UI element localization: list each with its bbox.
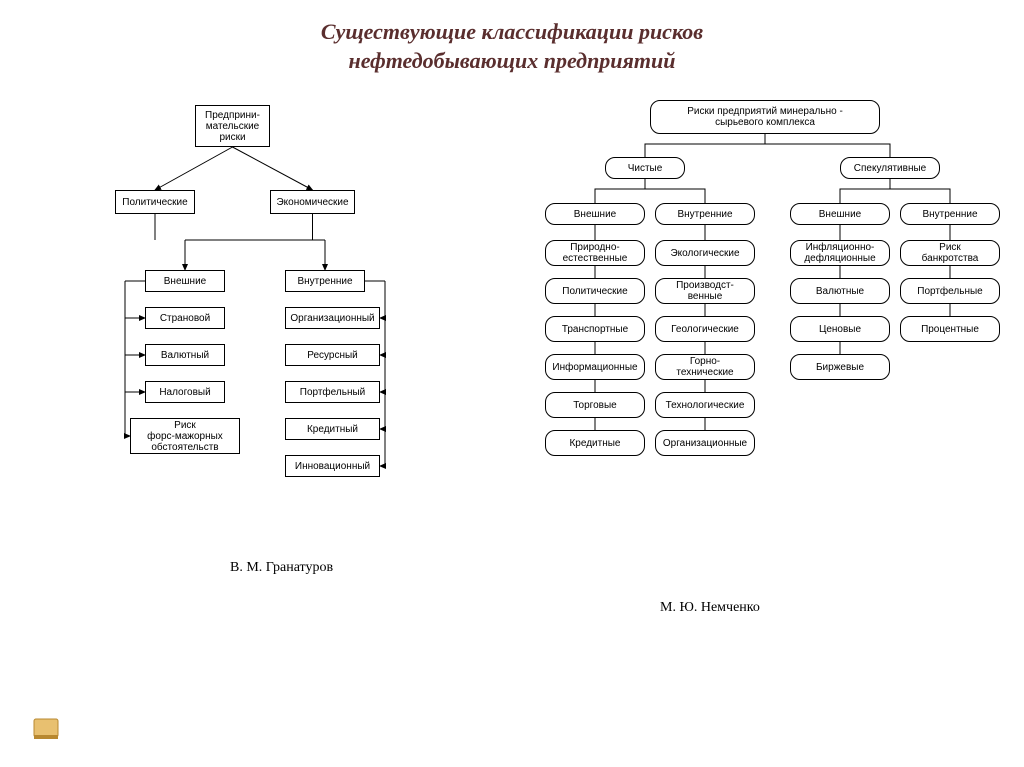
right-col0-header: Внешние [545,203,645,225]
left-branch-political: Политические [115,190,195,214]
right-col1-item-4: Технологические [655,392,755,418]
logo-icon [30,713,62,745]
left-int-item-4: Инновационный [285,455,380,477]
left-int-item-1: Ресурсный [285,344,380,366]
right-col0-item-0: Природно-естественные [545,240,645,266]
left-ext-item-0: Страновой [145,307,225,329]
left-int-item-3: Кредитный [285,418,380,440]
right-branch-speculative: Спекулятивные [840,157,940,179]
left-col-header-external: Внешние [145,270,225,292]
right-col1-item-1: Производст-венные [655,278,755,304]
right-col2-header: Внешние [790,203,890,225]
title-line2: нефтедобывающих предприятий [349,48,676,73]
right-col1-header: Внутренние [655,203,755,225]
right-col1-item-5: Организационные [655,430,755,456]
right-col2-item-1: Валютные [790,278,890,304]
left-root: Предприни-мательскиериски [195,105,270,147]
right-col3-item-2: Процентные [900,316,1000,342]
right-col0-item-1: Политические [545,278,645,304]
right-col1-item-2: Геологические [655,316,755,342]
left-int-item-0: Организационный [285,307,380,329]
left-ext-item-1: Валютный [145,344,225,366]
diagram-area: Предприни-мательскиериски Политические Эко… [0,95,1024,595]
right-col2-item-2: Ценовые [790,316,890,342]
right-col0-item-5: Кредитные [545,430,645,456]
right-col3-item-1: Портфельные [900,278,1000,304]
right-col2-item-0: Инфляционно-дефляционные [790,240,890,266]
left-ext-item-2: Налоговый [145,381,225,403]
left-branch-economic: Экономические [270,190,355,214]
right-col3-header: Внутренние [900,203,1000,225]
left-ext-item-3: Рискфорс-мажорныхобстоятельств [130,418,240,454]
caption-right: М. Ю. Немченко [660,600,760,616]
right-root: Риски предприятий минерально -сырьевого … [650,100,880,134]
page-title: Существующие классификации рисков нефтед… [0,0,1024,75]
left-int-item-2: Портфельный [285,381,380,403]
right-col0-item-3: Информационные [545,354,645,380]
right-col1-item-3: Горно-технические [655,354,755,380]
right-branch-pure: Чистые [605,157,685,179]
right-col0-item-2: Транспортные [545,316,645,342]
caption-left: В. М. Гранатуров [230,560,333,576]
right-col2-item-3: Биржевые [790,354,890,380]
right-col0-item-4: Торговые [545,392,645,418]
left-col-header-internal: Внутренние [285,270,365,292]
right-col3-item-0: Рискбанкротства [900,240,1000,266]
right-col1-item-0: Экологические [655,240,755,266]
title-line1: Существующие классификации рисков [321,19,703,44]
